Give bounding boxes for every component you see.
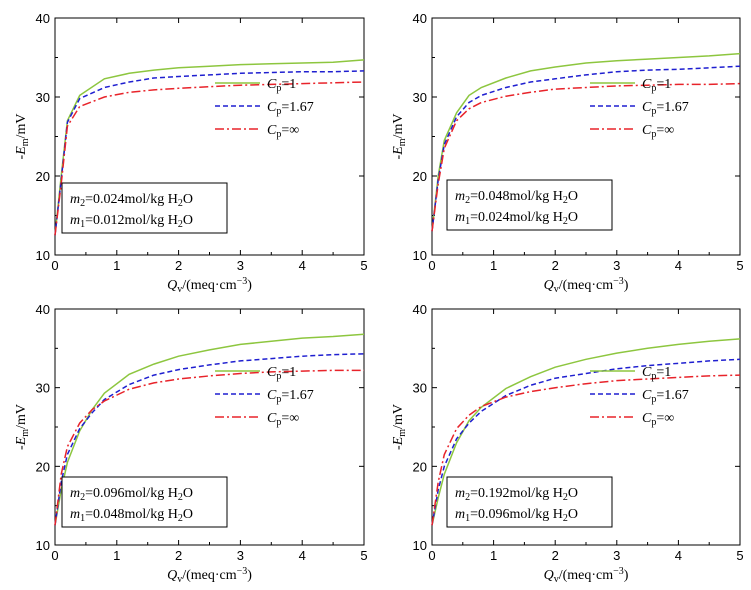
x-tick-label: 0 — [428, 258, 435, 273]
y-tick-label: 40 — [36, 302, 50, 317]
series-line-cp-1-67 — [54, 70, 365, 236]
x-tick-label: 2 — [552, 258, 559, 273]
x-tick-label: 3 — [237, 258, 244, 273]
x-tick-label: 1 — [113, 548, 120, 563]
x-axis-title: Qv/(meq·cm−3) — [544, 566, 629, 585]
series-line-cp-1 — [54, 59, 365, 236]
series-line-cp-1-67 — [431, 358, 741, 526]
legend-label: Cp=∞ — [267, 123, 299, 140]
x-axis-title: Qv/(meq·cm−3) — [544, 276, 629, 295]
y-tick-label: 20 — [36, 169, 50, 184]
legend-label: Cp=1 — [267, 77, 296, 94]
legend-label: Cp=∞ — [267, 411, 299, 428]
concentration-label: m1=0.024mol/kg H2O — [455, 210, 578, 227]
legend-label: Cp=1 — [642, 77, 671, 94]
x-tick-label: 5 — [736, 258, 743, 273]
y-tick-label: 30 — [36, 90, 50, 105]
x-tick-label: 3 — [613, 548, 620, 563]
legend-label: Cp=1.67 — [642, 100, 689, 117]
x-tick-label: 1 — [490, 548, 497, 563]
legend-label: Cp=1.67 — [642, 388, 689, 405]
x-tick-label: 4 — [675, 258, 682, 273]
concentration-label: m1=0.012mol/kg H2O — [70, 213, 193, 230]
y-tick-label: 10 — [36, 538, 50, 553]
concentration-label: m1=0.096mol/kg H2O — [455, 507, 578, 524]
x-tick-label: 1 — [490, 258, 497, 273]
chart-panel-1: 0 1 2 3 4 5 10 20 30 40 Qv/(meq·cm−3) -Em/mV Cp=1 Cp=… — [14, 11, 368, 295]
x-tick-label: 2 — [175, 258, 182, 273]
concentration-box — [61, 182, 228, 234]
series-line-cp-1-67 — [431, 65, 741, 232]
x-tick-label: 2 — [552, 548, 559, 563]
y-tick-label: 10 — [413, 248, 427, 263]
series-line-cp-1-67 — [54, 353, 365, 526]
concentration-box — [61, 476, 228, 528]
concentration-label: m2=0.096mol/kg H2O — [70, 486, 193, 503]
series-line-cp-inf — [54, 369, 364, 526]
x-tick-label: 4 — [675, 548, 682, 563]
series-line-cp-1 — [431, 338, 741, 526]
legend-label: Cp=1.67 — [267, 388, 314, 405]
x-tick-label: 0 — [428, 548, 435, 563]
series-line-cp-1 — [431, 52, 741, 232]
legend-label: Cp=∞ — [642, 123, 674, 140]
series-line-cp-inf — [431, 82, 741, 232]
legend-label: Cp=1 — [267, 365, 296, 382]
x-tick-label: 5 — [360, 548, 367, 563]
y-tick-label: 10 — [36, 248, 50, 263]
x-tick-label: 5 — [736, 548, 743, 563]
x-tick-label: 0 — [51, 258, 58, 273]
concentration-box — [446, 476, 613, 528]
y-tick-label: 10 — [413, 538, 427, 553]
y-tick-label: 20 — [36, 459, 50, 474]
y-axis-title: -Em/mV — [14, 404, 31, 450]
x-tick-label: 1 — [113, 258, 120, 273]
x-tick-label: 4 — [299, 548, 306, 563]
legend-label: Cp=1.67 — [267, 100, 314, 117]
chart-panel-3: 0 1 2 3 4 5 10 20 30 40 Qv/(meq·cm−3) -Em/mV Cp=1 Cp=… — [14, 302, 368, 585]
concentration-label: m1=0.048mol/kg H2O — [70, 507, 193, 524]
y-tick-label: 20 — [413, 459, 427, 474]
x-axis-title: Qv/(meq·cm−3) — [167, 276, 252, 295]
chart-panel-4: 0 1 2 3 4 5 10 20 30 40 Qv/(meq·cm−3) -Em/mV Cp=1 Cp=… — [391, 302, 744, 585]
x-tick-label: 5 — [360, 258, 367, 273]
concentration-label: m2=0.192mol/kg H2O — [455, 486, 578, 503]
series-line-cp-1 — [54, 333, 365, 526]
legend-label: Cp=∞ — [642, 411, 674, 428]
series-line-cp-inf — [54, 81, 365, 236]
concentration-box — [446, 179, 613, 231]
y-tick-label: 20 — [413, 169, 427, 184]
x-tick-label: 2 — [175, 548, 182, 563]
x-tick-label: 4 — [299, 258, 306, 273]
series-line-cp-inf — [431, 374, 741, 526]
y-axis-title: -Em/mV — [391, 404, 408, 450]
legend-label: Cp=1 — [642, 365, 671, 382]
y-axis-title: -Em/mV — [14, 114, 31, 160]
x-tick-label: 0 — [51, 548, 58, 563]
y-tick-label: 30 — [36, 381, 50, 396]
y-axis-title: -Em/mV — [391, 114, 408, 160]
y-tick-label: 40 — [413, 11, 427, 26]
x-tick-label: 3 — [613, 258, 620, 273]
x-axis-title: Qv/(meq·cm−3) — [167, 566, 252, 585]
concentration-label: m2=0.048mol/kg H2O — [455, 189, 578, 206]
y-tick-label: 40 — [413, 302, 427, 317]
x-tick-label: 3 — [237, 548, 244, 563]
chart-panel-2: 0 1 2 3 4 5 10 20 30 40 Qv/(meq·cm−3) -Em/mV Cp=1 Cp=… — [391, 11, 744, 295]
y-tick-label: 30 — [413, 381, 427, 396]
y-tick-label: 40 — [36, 11, 50, 26]
y-tick-label: 30 — [413, 90, 427, 105]
concentration-label: m2=0.024mol/kg H2O — [70, 192, 193, 209]
